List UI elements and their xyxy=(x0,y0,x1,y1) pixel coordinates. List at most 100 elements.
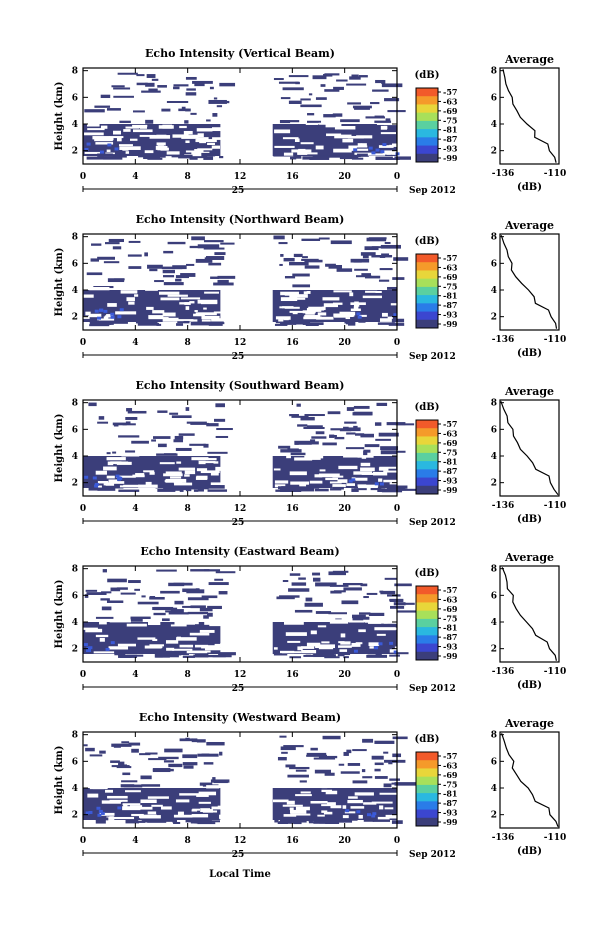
heatmap-cell xyxy=(306,425,323,429)
x-tick-label: 12 xyxy=(234,504,247,514)
average-frame xyxy=(499,233,560,331)
day-label: 25 xyxy=(232,352,245,362)
colorbar-tick-label: -87 xyxy=(443,798,457,808)
average-y-tick-label: 4 xyxy=(491,618,497,628)
heatmap-gap-cell xyxy=(144,150,154,154)
heatmap-gap-cell xyxy=(173,814,193,818)
heatmap-gap-cell xyxy=(92,136,111,140)
colorbar-segment xyxy=(416,444,438,454)
heatmap-cell xyxy=(149,155,166,158)
heatmap-gap-cell xyxy=(274,129,291,134)
heatmap-strong-cell xyxy=(351,478,356,482)
heatmap-gap-cell xyxy=(211,127,230,132)
heatmap-cell xyxy=(185,487,192,492)
heatmap-gap-cell xyxy=(211,145,220,149)
heatmap-cell xyxy=(210,779,230,783)
heatmap-cell xyxy=(313,757,336,760)
heatmap-gap-cell xyxy=(165,640,179,644)
heatmap-cell xyxy=(157,488,176,492)
colorbar-tick-label: -87 xyxy=(443,300,457,310)
colorbar-tick-label: -81 xyxy=(443,291,457,301)
heatmap-gap-cell xyxy=(342,805,347,809)
colorbar-tick-label: -69 xyxy=(443,438,458,448)
heatmap-gap-cell xyxy=(347,799,363,804)
heatmap-gap-cell xyxy=(207,142,215,145)
heatmap-cell xyxy=(358,319,366,323)
heatmap-gap-cell xyxy=(345,317,351,320)
day-label: 25 xyxy=(232,186,245,196)
colorbar-tick-label: -99 xyxy=(443,651,458,661)
heatmap-cell xyxy=(190,422,210,425)
heatmap-gap-cell xyxy=(379,792,399,795)
heatmap-strong-cell xyxy=(110,315,115,319)
heatmap-gap-cell xyxy=(317,312,327,316)
heatmap-gap-cell xyxy=(289,471,307,476)
heatmap-gap-cell xyxy=(103,466,117,471)
heatmap-gap-cell xyxy=(347,135,364,139)
heatmap-cell xyxy=(380,450,397,455)
chart-title: Echo Intensity (Vertical Beam) xyxy=(145,47,335,60)
heatmap-gap-cell xyxy=(304,315,321,319)
heatmap-gap-cell xyxy=(317,625,327,628)
heatmap-cell xyxy=(364,444,380,448)
heatmap-gap-cell xyxy=(283,152,294,156)
heatmap-gap-cell xyxy=(87,793,99,798)
heatmap-cell xyxy=(295,769,307,772)
y-tick-label: 6 xyxy=(72,757,78,767)
heatmap-gap-cell xyxy=(119,485,140,488)
heatmap-cell xyxy=(354,488,367,491)
x-tick-label: 16 xyxy=(286,338,299,348)
x-tick-label: 4 xyxy=(132,172,138,182)
heatmap-cell xyxy=(293,253,303,258)
heatmap-cell xyxy=(218,652,236,656)
heatmap-gap-cell xyxy=(107,303,117,307)
heatmap-strong-cell xyxy=(84,475,89,479)
x-tick-label: 0 xyxy=(80,836,86,846)
heatmap-cell xyxy=(382,157,400,160)
date-label: Sep 2012 xyxy=(409,684,456,694)
heatmap-cell xyxy=(336,819,353,823)
heatmap-gap-cell xyxy=(199,140,207,144)
heatmap-cell xyxy=(137,322,160,326)
heatmap-cell xyxy=(127,254,142,257)
heatmap-cell xyxy=(201,819,205,822)
chart-panel: Echo Intensity (Westward Beam) 0 4 8 12 16 20 0… xyxy=(54,711,566,860)
heatmap-gap-cell xyxy=(184,474,190,477)
heatmap-cell xyxy=(345,447,365,450)
heatmap-gap-cell xyxy=(350,806,365,809)
heatmap-gap-cell xyxy=(382,151,398,155)
heatmap-cell xyxy=(324,89,340,92)
heatmap-cell xyxy=(305,322,319,326)
heatmap-cell xyxy=(345,818,358,821)
x-tick-label: 0 xyxy=(394,338,400,348)
heatmap-cell xyxy=(277,756,287,761)
heatmap-cell xyxy=(151,78,159,81)
heatmap-cell xyxy=(297,424,308,427)
heatmap-gap-cell xyxy=(283,814,297,817)
heatmap-gap-cell xyxy=(134,294,139,297)
heatmap-cell xyxy=(337,652,345,657)
heatmap-cell xyxy=(202,820,220,823)
heatmap-gap-cell xyxy=(148,317,169,320)
colorbar-tick-label: -93 xyxy=(443,808,458,818)
y-tick-label: 2 xyxy=(72,479,78,489)
heatmap-gap-cell xyxy=(377,816,390,820)
heatmap-cell xyxy=(395,488,418,491)
heatmap-gap-cell xyxy=(308,306,325,311)
heatmap-gap-cell xyxy=(103,316,109,321)
heatmap-cell xyxy=(189,157,198,160)
heatmap-cell xyxy=(120,592,136,595)
heatmap-gap-cell xyxy=(360,462,371,467)
heatmap-cell xyxy=(285,764,296,768)
heatmap-gap-cell xyxy=(358,814,363,819)
x-tick-label: 4 xyxy=(132,338,138,348)
heatmap-gap-cell xyxy=(321,784,328,789)
heatmap-cell xyxy=(379,255,386,258)
heatmap-cell xyxy=(88,402,97,407)
heatmap-cell xyxy=(393,485,408,489)
heatmap-cell xyxy=(289,414,299,417)
heatmap-cell xyxy=(173,439,184,443)
heatmap-cell xyxy=(97,487,116,491)
colorbar-segment xyxy=(416,760,438,769)
heatmap-gap-cell xyxy=(175,799,190,803)
